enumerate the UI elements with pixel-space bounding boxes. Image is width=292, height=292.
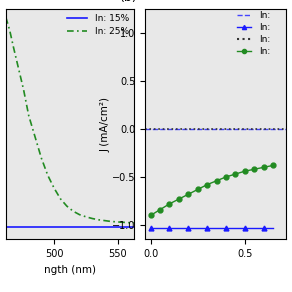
Legend: In:, In:, In:, In:: In:, In:, In:, In: [233,7,274,60]
Y-axis label: J (mA/cm²): J (mA/cm²) [100,97,110,152]
Text: (b): (b) [119,0,137,4]
X-axis label: ngth (nm): ngth (nm) [44,265,96,275]
Legend: In: 15%, In: 25%: In: 15%, In: 25% [64,11,132,39]
